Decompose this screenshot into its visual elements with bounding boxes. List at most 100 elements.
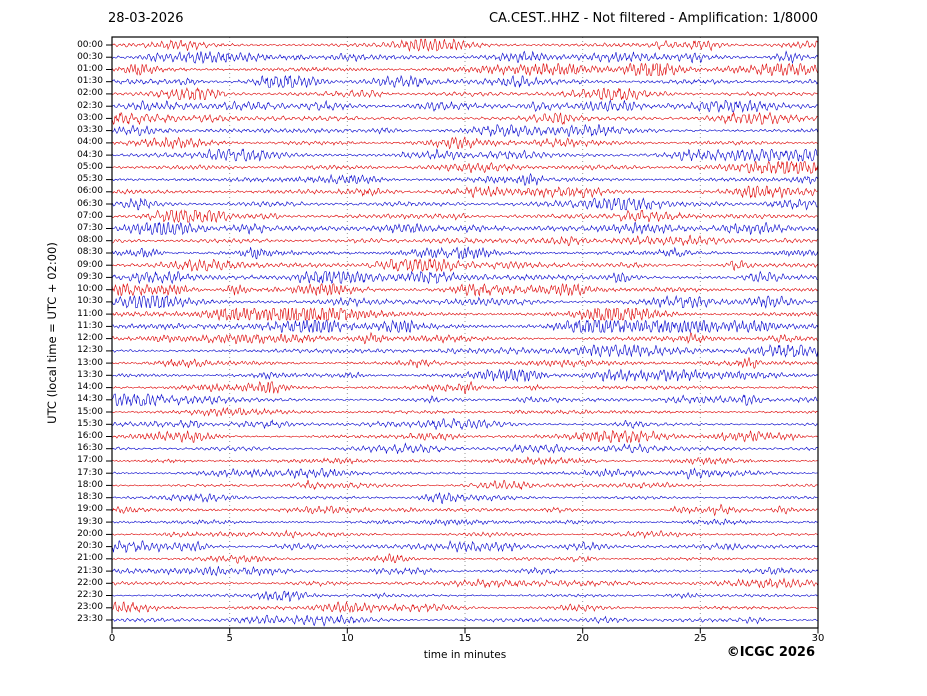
- seismic-trace: [111, 479, 818, 491]
- trace-row: [111, 50, 818, 65]
- ytick-label: 07:30: [77, 223, 103, 233]
- seismic-trace: [111, 123, 818, 138]
- station-title: CA.CEST..HHZ - Not filtered - Amplificat…: [488, 11, 818, 26]
- copyright-text: ©ICGC 2026: [726, 645, 815, 660]
- trace-row: [111, 258, 818, 272]
- xtick-label: 5: [226, 633, 233, 644]
- seismic-trace: [111, 518, 818, 527]
- seismic-trace: [111, 540, 818, 554]
- ytick-label: 02:00: [77, 88, 103, 99]
- xtick-label: 0: [108, 633, 116, 644]
- trace-row: [111, 331, 818, 345]
- ytick-label: 10:00: [77, 284, 103, 295]
- trace-row: [111, 393, 818, 407]
- seismic-trace: [111, 185, 818, 199]
- ytick-label: 05:30: [77, 174, 103, 185]
- trace-row: [111, 417, 818, 431]
- seismic-trace: [111, 38, 818, 52]
- ytick-label: 00:30: [77, 51, 103, 62]
- seismic-trace: [111, 430, 818, 444]
- trace-row: [111, 123, 818, 138]
- trace-row: [111, 234, 818, 247]
- seismic-trace: [111, 74, 818, 88]
- ytick-label: 11:30: [77, 320, 103, 331]
- ytick-label: 07:00: [77, 210, 103, 221]
- ytick-label: 04:30: [77, 149, 103, 160]
- seismic-trace: [111, 282, 818, 297]
- ytick-label: 00:00: [77, 39, 103, 50]
- seismic-trace: [111, 467, 818, 480]
- seismic-trace: [111, 492, 818, 504]
- seismic-trace: [111, 307, 818, 322]
- trace-row: [111, 74, 818, 88]
- seismic-trace: [111, 406, 818, 417]
- ytick-label: 22:00: [77, 577, 103, 588]
- seismic-trace: [111, 456, 818, 466]
- seismic-trace: [111, 87, 818, 101]
- seismic-trace: [111, 417, 818, 431]
- seismic-trace: [111, 209, 818, 224]
- seismic-trace: [111, 565, 818, 577]
- ytick-label: 12:00: [77, 333, 103, 344]
- trace-row: [111, 518, 818, 527]
- trace-row: [111, 590, 818, 603]
- ytick-label: 17:30: [77, 467, 103, 478]
- ytick-label: 01:30: [77, 76, 103, 87]
- ytick-label: 03:00: [77, 112, 103, 123]
- trace-row: [111, 209, 818, 224]
- trace-row: [111, 456, 818, 466]
- ytick-label: 09:00: [77, 259, 103, 270]
- trace-row: [111, 319, 818, 334]
- ytick-label: 14:30: [77, 394, 103, 405]
- ytick-label: 20:00: [77, 528, 103, 539]
- trace-row: [111, 172, 818, 187]
- seismic-trace: [111, 221, 818, 236]
- trace-row: [111, 282, 818, 297]
- ytick-label: 13:30: [77, 369, 103, 380]
- trace-row: [111, 270, 818, 285]
- trace-row: [111, 307, 818, 322]
- trace-row: [111, 406, 818, 417]
- ytick-label: 18:30: [77, 492, 103, 503]
- ytick-label: 06:30: [77, 198, 103, 209]
- trace-row: [111, 368, 818, 383]
- ytick-label: 12:30: [77, 345, 103, 356]
- ytick-label: 23:30: [77, 614, 103, 625]
- x-axis-label: time in minutes: [423, 649, 507, 661]
- ytick-label: 19:30: [77, 516, 103, 527]
- trace-row: [111, 503, 818, 517]
- seismic-trace: [111, 62, 818, 77]
- ytick-label: 15:00: [77, 406, 103, 417]
- ytick-label: 21:30: [77, 565, 103, 576]
- ytick-label: 01:00: [77, 63, 103, 74]
- seismic-trace: [111, 380, 818, 394]
- trace-row: [111, 246, 818, 260]
- ytick-label: 09:30: [77, 271, 103, 282]
- xtick-label: 10: [340, 633, 354, 644]
- seismic-trace: [111, 577, 818, 589]
- trace-row: [111, 111, 818, 126]
- trace-row: [111, 294, 818, 309]
- trace-row: [111, 221, 818, 236]
- trace-row: [111, 380, 818, 394]
- trace-row: [111, 99, 818, 113]
- ytick-label: 05:00: [77, 161, 103, 172]
- seismic-trace: [111, 319, 818, 334]
- ytick-label: 18:00: [77, 479, 103, 490]
- seismic-trace: [111, 234, 818, 247]
- seismic-trace: [111, 270, 818, 285]
- ytick-label: 11:00: [77, 308, 103, 319]
- seismic-trace: [111, 111, 818, 126]
- seismic-trace: [111, 99, 818, 113]
- ytick-label: 04:00: [77, 137, 103, 148]
- seismic-trace: [111, 368, 818, 383]
- ytick-label: 16:00: [77, 430, 103, 441]
- seismic-trace: [111, 393, 818, 407]
- seismic-trace: [111, 344, 818, 358]
- trace-row: [111, 197, 818, 211]
- ytick-label: 20:30: [77, 541, 103, 552]
- seismic-trace: [111, 50, 818, 65]
- seismic-trace: [111, 614, 818, 627]
- seismic-trace: [111, 331, 818, 345]
